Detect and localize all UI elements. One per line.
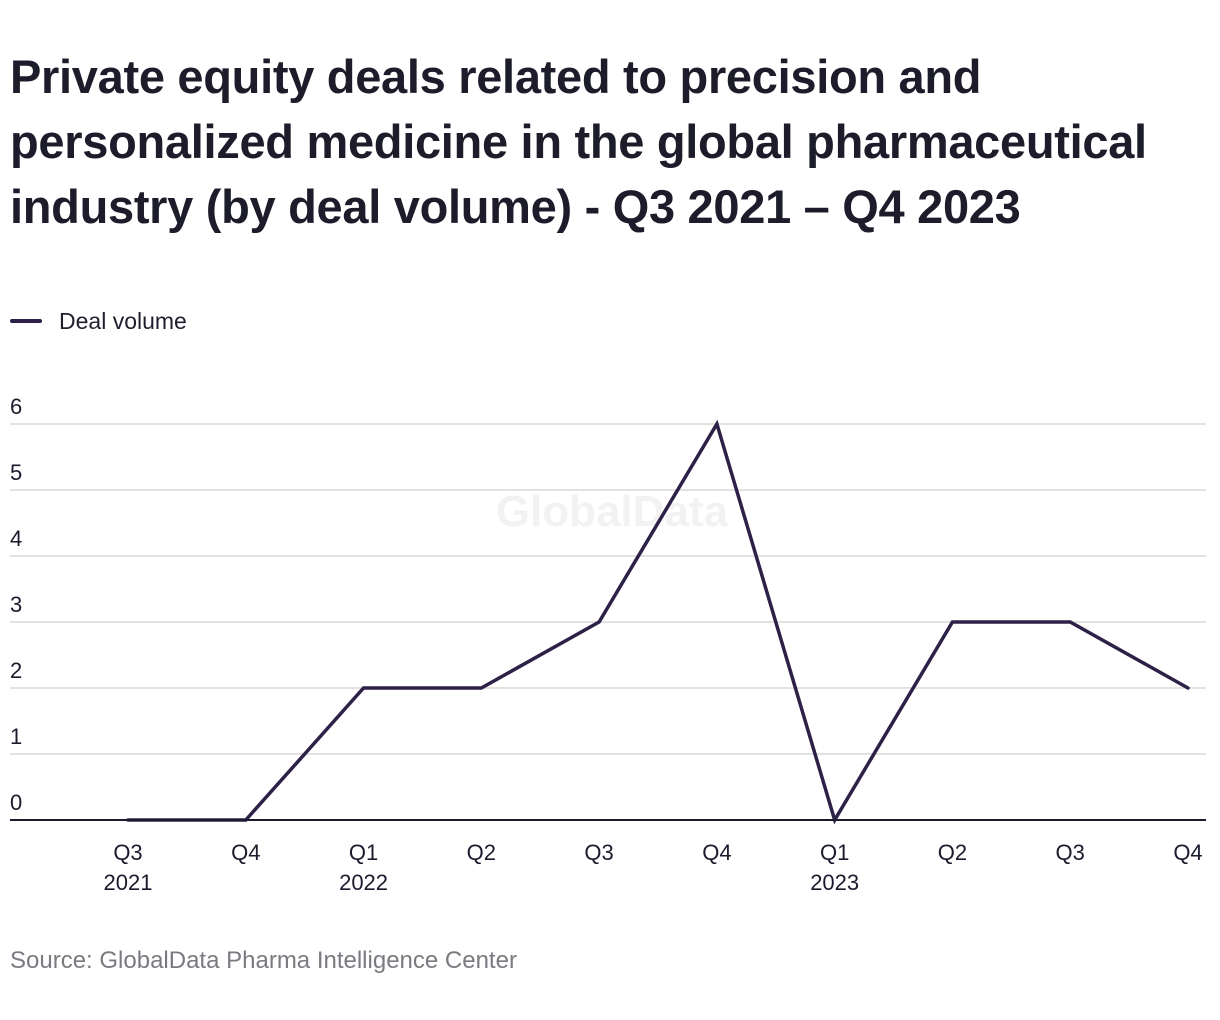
x-tick-label: Q1 — [820, 840, 849, 865]
watermark: GlobalData — [496, 487, 729, 536]
y-tick-label: 3 — [10, 592, 22, 617]
x-tick-label: Q3 — [584, 840, 613, 865]
x-tick-label: Q3 — [113, 840, 142, 865]
series-line-deal-volume — [126, 419, 1190, 825]
chart-title: Private equity deals related to precisio… — [10, 50, 1147, 233]
y-tick-label: 4 — [10, 526, 22, 551]
y-tick-labels: 0 1 2 3 4 5 6 — [10, 394, 22, 815]
x-tick-label: Q4 — [702, 840, 731, 865]
x-tick-label: Q4 — [231, 840, 260, 865]
y-tick-label: 5 — [10, 460, 22, 485]
x-tick-year-label: 2021 — [104, 870, 153, 895]
y-tick-label: 2 — [10, 658, 22, 683]
x-tick-year-label: 2023 — [810, 870, 859, 895]
x-tick-label: Q4 — [1173, 840, 1202, 865]
x-tick-year-label: 2022 — [339, 870, 388, 895]
legend-label: Deal volume — [59, 307, 187, 334]
legend-swatch — [10, 319, 42, 323]
y-tick-label: 6 — [10, 394, 22, 419]
y-gridlines — [10, 423, 1206, 755]
x-tick-label: Q2 — [938, 840, 967, 865]
x-tick-label: Q1 — [349, 840, 378, 865]
y-tick-label: 0 — [10, 790, 22, 815]
y-tick-label: 1 — [10, 724, 22, 749]
legend: Deal volume — [10, 306, 187, 336]
source-note: Source: GlobalData Pharma Intelligence C… — [10, 947, 517, 974]
x-tick-labels: Q3 2021 Q4 Q1 2022 Q2 Q3 Q4 Q1 2023 Q2 Q3 Q4 — [104, 840, 1203, 895]
x-tick-label: Q2 — [467, 840, 496, 865]
x-tick-label: Q3 — [1056, 840, 1085, 865]
